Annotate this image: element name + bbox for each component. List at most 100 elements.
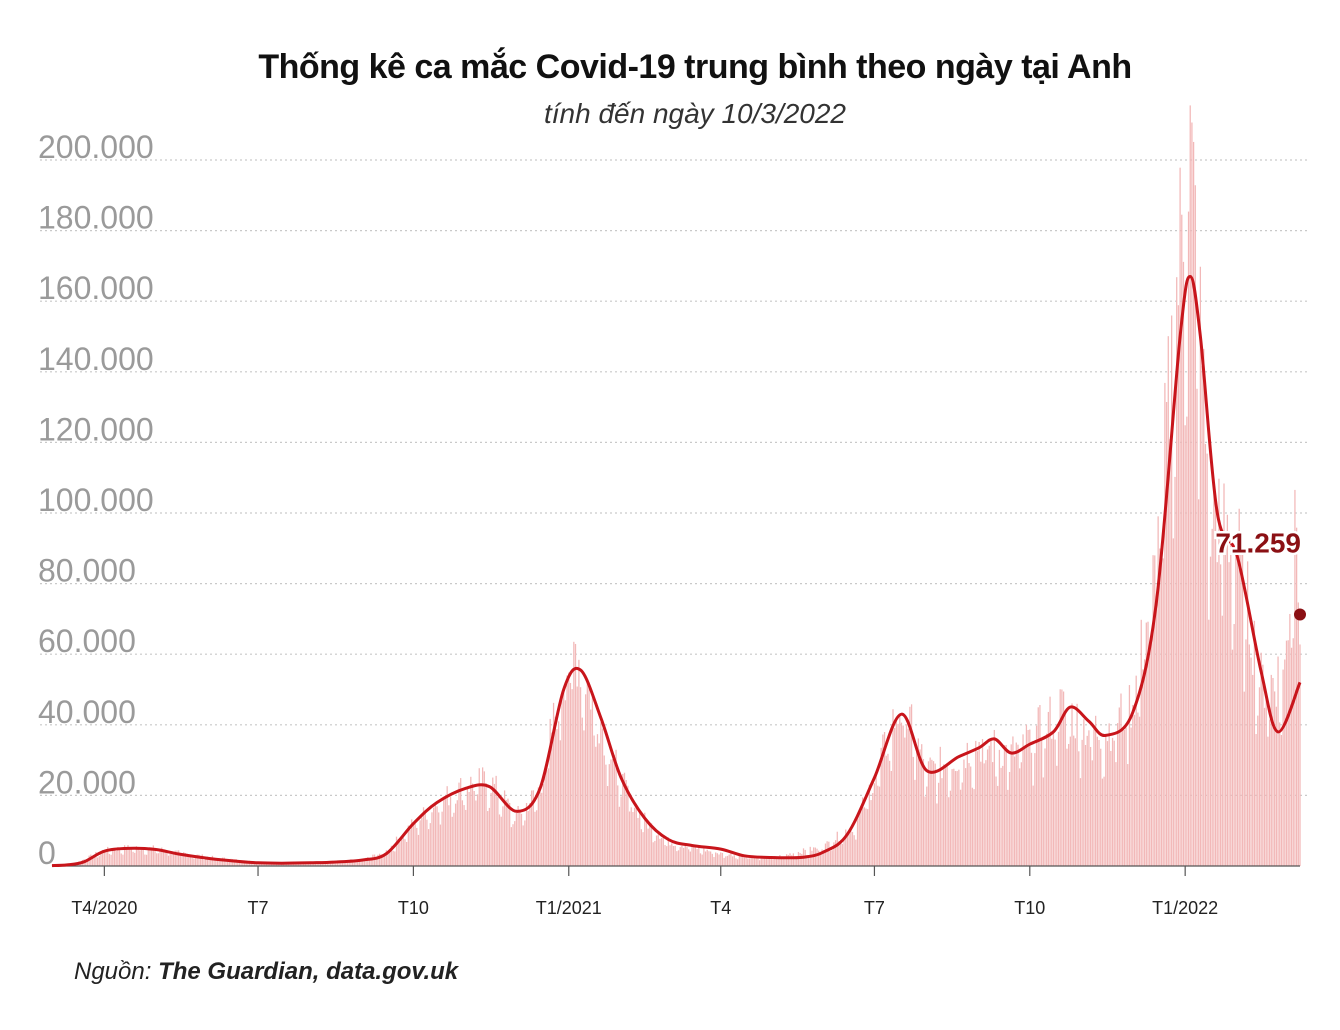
- daily-bar: [211, 855, 214, 866]
- daily-bar: [1089, 746, 1092, 866]
- daily-bar: [951, 769, 953, 866]
- daily-bar: [978, 741, 980, 866]
- daily-bar: [980, 761, 982, 866]
- daily-bar: [438, 812, 440, 866]
- daily-bar: [801, 853, 803, 866]
- daily-cases-bars: [51, 105, 1301, 867]
- daily-bar: [818, 850, 820, 866]
- daily-bar: [1260, 652, 1262, 866]
- y-tick-label: 60.000: [38, 623, 136, 659]
- daily-bar: [593, 735, 595, 866]
- daily-bar: [792, 853, 795, 866]
- daily-bar: [232, 859, 234, 866]
- daily-bar: [1137, 712, 1139, 866]
- daily-bar: [878, 786, 881, 866]
- daily-bar: [943, 764, 945, 866]
- daily-bar: [353, 859, 355, 866]
- daily-bar: [191, 857, 193, 866]
- daily-bar: [561, 697, 563, 866]
- daily-bar: [1025, 724, 1028, 866]
- daily-bar: [118, 849, 121, 866]
- daily-bar: [429, 823, 431, 866]
- daily-bar: [174, 850, 176, 866]
- daily-bar: [210, 858, 212, 866]
- daily-bar: [1226, 514, 1229, 866]
- daily-bar: [647, 828, 649, 866]
- daily-bar: [640, 829, 643, 866]
- daily-bar: [1235, 555, 1237, 866]
- daily-bar: [1218, 478, 1220, 866]
- daily-bar: [502, 806, 504, 866]
- daily-bar: [139, 850, 141, 866]
- daily-bar: [306, 863, 308, 866]
- daily-bar: [591, 691, 594, 866]
- daily-bar: [1127, 764, 1129, 866]
- daily-bar: [677, 850, 680, 866]
- daily-bar: [939, 746, 941, 866]
- x-tick-label: T10: [1014, 898, 1045, 918]
- daily-bar: [765, 858, 767, 866]
- daily-bar: [1172, 538, 1174, 866]
- daily-bar: [1040, 738, 1043, 866]
- daily-bar: [588, 682, 590, 866]
- daily-bar: [358, 860, 360, 866]
- daily-bar: [460, 778, 462, 866]
- daily-bar: [821, 849, 823, 866]
- daily-bar: [758, 860, 761, 866]
- daily-bar: [1181, 214, 1183, 866]
- daily-bar: [747, 858, 749, 866]
- daily-bar: [794, 856, 796, 866]
- daily-bar: [480, 784, 482, 866]
- daily-bar: [1029, 729, 1031, 866]
- daily-bar: [784, 857, 786, 866]
- daily-bar: [243, 861, 246, 866]
- daily-bar: [1164, 382, 1166, 866]
- daily-bar: [742, 856, 744, 866]
- daily-bar: [417, 834, 420, 866]
- daily-bar: [1140, 619, 1142, 866]
- daily-bar: [910, 704, 913, 866]
- daily-bar: [728, 854, 730, 866]
- daily-bar: [129, 847, 131, 866]
- daily-bar: [1176, 277, 1178, 866]
- daily-bar: [1073, 735, 1075, 866]
- daily-bar: [166, 851, 168, 866]
- daily-bar: [791, 855, 793, 866]
- daily-bar: [225, 859, 227, 866]
- daily-bar: [556, 729, 558, 866]
- chart-title: Thống kê ca mắc Covid-19 trung bình theo…: [258, 48, 1132, 86]
- daily-bar: [1258, 687, 1261, 866]
- daily-bar: [130, 849, 133, 866]
- daily-bar: [1084, 744, 1087, 866]
- daily-bar: [117, 847, 119, 866]
- daily-bar: [1145, 622, 1147, 866]
- y-tick-label: 40.000: [38, 694, 136, 730]
- daily-bar: [689, 851, 691, 866]
- daily-bar: [498, 814, 501, 866]
- daily-bar: [1037, 707, 1039, 866]
- daily-bar: [730, 853, 732, 866]
- daily-bar: [108, 853, 111, 866]
- daily-bar: [1184, 425, 1186, 866]
- daily-bar: [264, 863, 266, 866]
- daily-bar: [449, 796, 452, 866]
- daily-bar: [404, 839, 406, 866]
- daily-bar: [772, 859, 774, 866]
- daily-bar: [966, 742, 968, 866]
- daily-bar: [525, 802, 528, 866]
- daily-bar: [1013, 756, 1016, 866]
- daily-bar: [900, 722, 903, 866]
- daily-bar: [1039, 705, 1041, 866]
- daily-bar: [1297, 602, 1299, 866]
- daily-bar: [799, 853, 801, 866]
- daily-bar: [672, 846, 675, 866]
- daily-bar: [223, 857, 225, 866]
- daily-bar: [400, 836, 403, 866]
- daily-bar: [355, 860, 357, 866]
- daily-bar: [1012, 736, 1014, 866]
- daily-bar: [172, 852, 175, 866]
- daily-bar: [218, 858, 220, 866]
- daily-bar: [838, 841, 840, 866]
- daily-bar: [363, 859, 366, 866]
- daily-bar: [752, 855, 754, 866]
